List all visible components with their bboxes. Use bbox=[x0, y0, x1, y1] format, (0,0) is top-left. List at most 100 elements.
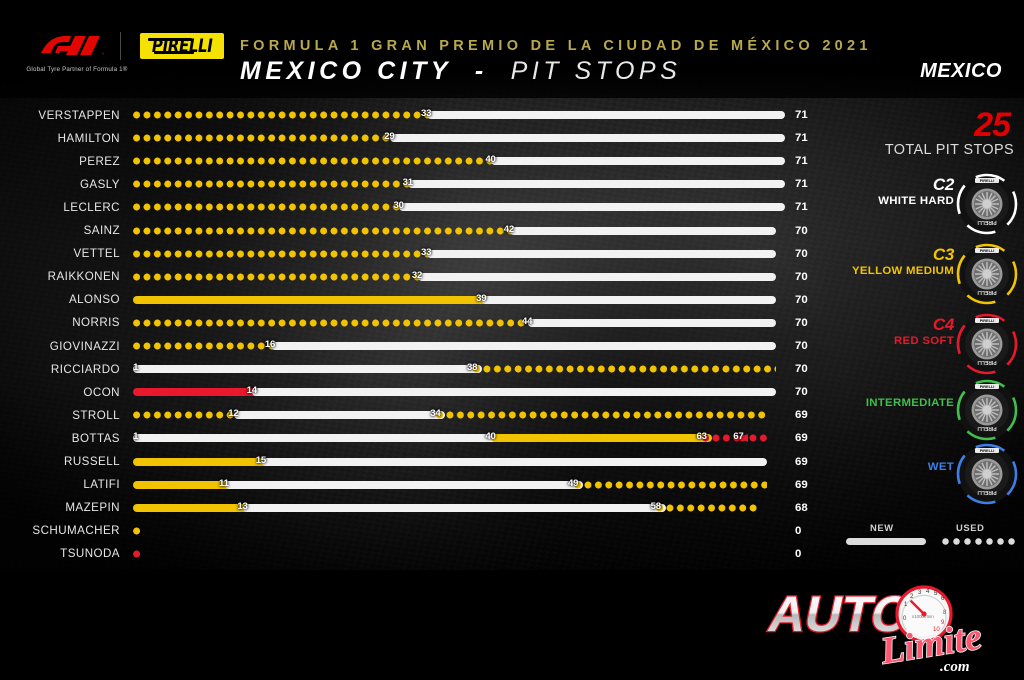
stint-bar-medium-new[interactable] bbox=[133, 457, 271, 466]
compound-legend-item[interactable]: C2 WHITE HARD PIRELLI PIRELLI bbox=[836, 173, 1018, 238]
driver-row[interactable]: RICCIARDO 1 38 70 bbox=[0, 358, 828, 380]
total-pit-stops-label: TOTAL PIT STOPS bbox=[884, 142, 1014, 158]
stint-bar-medium-used[interactable] bbox=[133, 157, 501, 166]
stint-bar-hard-new[interactable] bbox=[408, 180, 785, 189]
driver-row[interactable]: LATIFI 11 49 69 bbox=[0, 474, 828, 496]
stint-track bbox=[133, 543, 785, 565]
stint-bar-medium-used[interactable] bbox=[133, 180, 418, 189]
stint-bar-hard-new[interactable] bbox=[133, 434, 501, 443]
stint-bar-hard-new[interactable] bbox=[417, 272, 776, 281]
driver-row[interactable]: HAMILTON 29 71 bbox=[0, 127, 828, 149]
stint-lap-label: 1 bbox=[133, 431, 139, 443]
used-sample-bar bbox=[942, 538, 1016, 545]
stint-bar-soft-used[interactable] bbox=[739, 434, 767, 443]
driver-row[interactable]: SCHUMACHER 0 bbox=[0, 520, 828, 542]
driver-name: ALONSO bbox=[68, 293, 120, 307]
new-sample-bar bbox=[846, 538, 926, 545]
pit-stop-chart: VERSTAPPEN 33 71 HAMILTON 29 71 PEREZ 40 71 GASLY… bbox=[0, 98, 828, 568]
stint-lap-label: 44 bbox=[522, 315, 533, 327]
driver-row[interactable]: RUSSELL 15 69 bbox=[0, 451, 828, 473]
stint-bar-medium-used[interactable] bbox=[133, 342, 280, 350]
stint-bar-hard-new[interactable] bbox=[509, 226, 776, 235]
stint-bar-medium-used[interactable] bbox=[133, 203, 409, 212]
stint-bar-hard-new[interactable] bbox=[491, 157, 785, 166]
compound-legend-item[interactable]: C3 YELLOW MEDIUM PIRELLI PIRELLI bbox=[836, 243, 1018, 308]
driver-row[interactable]: BOTTAS 1 40 63 67 69 bbox=[0, 427, 828, 449]
svg-text:PIRELLI: PIRELLI bbox=[980, 179, 995, 183]
driver-name: LECLERC bbox=[63, 200, 120, 214]
stint-bar-hard-new[interactable] bbox=[224, 480, 583, 489]
stint-bar-medium-used[interactable] bbox=[656, 503, 758, 512]
stint-bar-medium-used[interactable] bbox=[573, 480, 767, 489]
stint-bar-medium-used[interactable] bbox=[133, 318, 538, 327]
driver-total-laps: 68 bbox=[795, 501, 808, 514]
stint-bar-medium-used[interactable] bbox=[133, 249, 437, 258]
compound-legend-item[interactable]: WET PIRELLI PIRELLI bbox=[836, 443, 1018, 508]
stint-bar-medium-used[interactable] bbox=[472, 365, 776, 374]
stint-bar-soft-new[interactable] bbox=[133, 388, 262, 397]
driver-row[interactable]: SAINZ 42 70 bbox=[0, 220, 828, 242]
stint-track: 44 bbox=[133, 312, 785, 334]
stint-bar-hard-new[interactable] bbox=[481, 295, 776, 304]
driver-name: MAZEPIN bbox=[65, 501, 120, 515]
driver-row[interactable]: PEREZ 40 71 bbox=[0, 150, 828, 172]
stint-bar-hard-new[interactable] bbox=[234, 411, 446, 420]
stint-bar-hard-new[interactable] bbox=[133, 365, 482, 374]
driver-row[interactable]: VETTEL 33 70 bbox=[0, 243, 828, 265]
tyre-soft-icon: PIRELLI PIRELLI bbox=[956, 313, 1018, 375]
stint-bar-medium-new[interactable] bbox=[491, 434, 712, 443]
driver-row[interactable]: NORRIS 44 70 bbox=[0, 312, 828, 334]
stint-bar-hard-new[interactable] bbox=[390, 134, 785, 143]
driver-total-laps: 70 bbox=[795, 316, 808, 329]
driver-row[interactable]: MAZEPIN 13 58 68 bbox=[0, 497, 828, 519]
stint-bar-medium-new[interactable] bbox=[133, 503, 253, 512]
driver-row[interactable]: GASLY 31 71 bbox=[0, 173, 828, 195]
driver-row[interactable]: VERSTAPPEN 33 71 bbox=[0, 104, 828, 126]
stint-bar-hard-new[interactable] bbox=[261, 457, 767, 466]
compound-name: WHITE HARD bbox=[878, 194, 954, 207]
stint-bar-hard-new[interactable] bbox=[426, 249, 776, 258]
stint-bar-medium-used[interactable] bbox=[133, 272, 427, 281]
stint-lap-label: 63 bbox=[696, 431, 707, 443]
used-label: USED bbox=[956, 522, 985, 533]
driver-row[interactable]: ALONSO 39 70 bbox=[0, 289, 828, 311]
autolimite-logo: AUTO 2 3 4 5 6 1 0 8 9 10 x1000r/min Lim… bbox=[763, 584, 986, 675]
compound-code: C3 bbox=[932, 245, 954, 264]
stint-bar-hard-new[interactable] bbox=[252, 388, 776, 397]
driver-row[interactable]: LECLERC 30 71 bbox=[0, 196, 828, 218]
stint-bar-medium-used[interactable] bbox=[133, 111, 437, 119]
stint-bar-soft-used[interactable] bbox=[702, 434, 749, 443]
stint-bar-medium-new[interactable] bbox=[133, 295, 492, 304]
driver-row[interactable]: RAIKKONEN 32 70 bbox=[0, 266, 828, 288]
stint-lap-label: 13 bbox=[237, 500, 248, 512]
stint-bar-hard-new[interactable] bbox=[426, 111, 785, 119]
driver-row[interactable]: OCON 14 70 bbox=[0, 381, 828, 403]
stint-bar-medium-used[interactable] bbox=[133, 134, 400, 143]
stint-bar-hard-new[interactable] bbox=[399, 203, 785, 212]
compound-legend-item[interactable]: C4 RED SOFT PIRELLI PIRELLI bbox=[836, 313, 1018, 378]
autolimite-wordmark: AUTO bbox=[764, 586, 917, 642]
driver-row[interactable]: GIOVINAZZI 16 70 bbox=[0, 335, 828, 357]
driver-total-laps: 69 bbox=[795, 478, 808, 491]
stint-track: 39 bbox=[133, 289, 785, 311]
new-label: NEW bbox=[870, 522, 894, 533]
stint-lap-label: 30 bbox=[393, 200, 404, 212]
stint-bar-hard-new[interactable] bbox=[243, 503, 666, 512]
compound-legend-item[interactable]: INTERMEDIATE PIRELLI PIRELLI bbox=[836, 379, 1018, 444]
stint-bar-medium-used[interactable] bbox=[436, 411, 767, 420]
stint-lap-label: 40 bbox=[485, 154, 496, 166]
stint-bar-medium-used[interactable] bbox=[133, 411, 244, 420]
stint-bar-medium-used[interactable] bbox=[133, 226, 519, 235]
driver-row[interactable]: TSUNODA 0 bbox=[0, 543, 828, 565]
stint-lap-label: 40 bbox=[485, 431, 496, 443]
stint-bar-hard-new[interactable] bbox=[527, 318, 776, 327]
driver-name: RUSSELL bbox=[64, 455, 120, 468]
driver-row[interactable]: STROLL 12 34 69 bbox=[0, 404, 828, 426]
stint-bar-soft-used[interactable] bbox=[133, 549, 143, 558]
stint-bar-medium-new[interactable] bbox=[133, 480, 234, 489]
stint-track: 11 49 bbox=[133, 474, 785, 496]
stint-bar-medium-used[interactable] bbox=[133, 526, 143, 535]
stint-lap-label: 38 bbox=[466, 362, 478, 374]
stint-bar-hard-new[interactable] bbox=[270, 342, 776, 350]
stint-lap-label: 32 bbox=[411, 269, 423, 281]
